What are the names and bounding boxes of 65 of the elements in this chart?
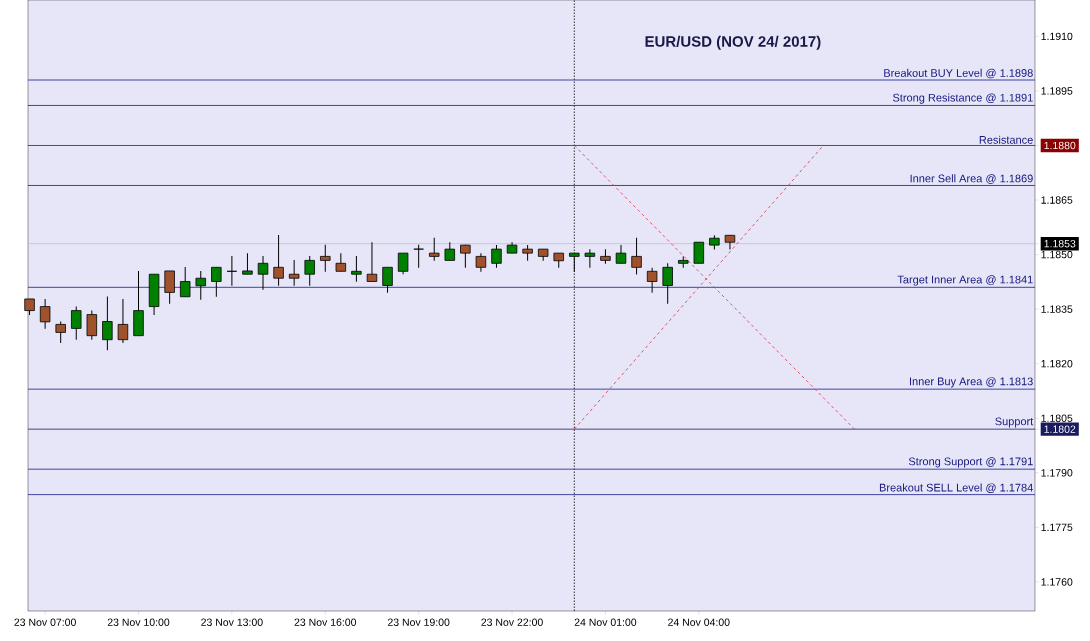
candlestick bbox=[662, 262, 673, 305]
candlestick bbox=[631, 237, 642, 276]
y-tick-label: 1.1802 bbox=[1044, 425, 1076, 433]
candlestick bbox=[584, 248, 596, 269]
ref-line-label: Strong Resistance @ 1.1891 bbox=[892, 93, 1033, 104]
candlestick bbox=[226, 255, 238, 287]
candlestick bbox=[179, 266, 191, 298]
candlestick bbox=[164, 270, 175, 305]
y-tick-label: 1.1895 bbox=[1041, 87, 1073, 95]
candlestick bbox=[71, 306, 82, 341]
ref-line-label: Target Inner Area @ 1.1841 bbox=[897, 275, 1033, 286]
candlestick bbox=[211, 266, 222, 298]
candlestick bbox=[39, 298, 51, 330]
candlestick bbox=[366, 241, 378, 282]
y-tick-label: 1.1853 bbox=[1044, 239, 1076, 248]
ref-line-label: Breakout BUY Level @ 1.1898 bbox=[884, 68, 1033, 79]
candlestick bbox=[195, 270, 206, 301]
y-tick-label: 1.1790 bbox=[1041, 469, 1073, 477]
candlestick bbox=[86, 310, 98, 341]
ref-line-label: Resistance bbox=[979, 135, 1033, 144]
candlestick bbox=[429, 237, 440, 262]
y-tick-label: 1.1775 bbox=[1041, 523, 1073, 532]
x-tick-label: 23 Nov 19:00 bbox=[387, 618, 450, 626]
candlestick bbox=[55, 321, 66, 344]
candlestick bbox=[335, 252, 347, 272]
ref-line-label: Strong Support @ 1.1791 bbox=[908, 457, 1033, 468]
candlestick bbox=[413, 244, 424, 269]
ref-line-label: Inner Buy Area @ 1.1813 bbox=[910, 377, 1033, 388]
candlestick bbox=[460, 244, 471, 269]
candlestick bbox=[288, 259, 300, 287]
y-tick-label: 1.1910 bbox=[1041, 32, 1073, 41]
y-tick-label: 1.1835 bbox=[1041, 305, 1073, 313]
ref-line-label: Breakout SELL Level @ 1.1784 bbox=[879, 483, 1033, 493]
y-tick-label: 1.1880 bbox=[1044, 141, 1076, 150]
candlestick bbox=[397, 252, 409, 275]
y-tick-label: 1.1865 bbox=[1041, 196, 1073, 204]
candlestick bbox=[102, 295, 113, 351]
candlestick bbox=[117, 298, 129, 344]
y-tick-label: 1.1820 bbox=[1041, 359, 1073, 368]
ref-line-label: Support bbox=[995, 417, 1034, 428]
candlestick bbox=[382, 266, 393, 294]
candlestick bbox=[491, 244, 502, 269]
candlestick bbox=[257, 255, 269, 291]
candlestick bbox=[351, 255, 362, 283]
candlestick bbox=[304, 255, 315, 287]
candlestick bbox=[444, 241, 456, 261]
y-tick-label: 1.1850 bbox=[1041, 250, 1073, 259]
x-tick-label: 23 Nov 13:00 bbox=[201, 618, 263, 626]
text: EUR/USD (NOV 24/ 2017) bbox=[645, 35, 821, 50]
x-tick-label: 24 Nov 01:00 bbox=[574, 618, 637, 626]
candlestick bbox=[242, 252, 253, 275]
candlestick bbox=[693, 241, 705, 264]
y-tick-label: 1.1760 bbox=[1041, 578, 1073, 586]
y-tick-label: 1.1805 bbox=[1041, 414, 1073, 422]
x-tick-label: 24 Nov 04:00 bbox=[668, 618, 730, 626]
candlestick bbox=[646, 267, 658, 294]
candlestick bbox=[475, 252, 487, 273]
x-tick-label: 23 Nov 10:00 bbox=[107, 618, 170, 626]
ref-line-label: Inner Sell Area @ 1.1869 bbox=[910, 174, 1033, 184]
candlestick bbox=[273, 234, 284, 287]
candlestick bbox=[615, 244, 627, 264]
candlestick bbox=[320, 244, 331, 273]
x-tick-label: 23 Nov 16:00 bbox=[294, 618, 357, 626]
x-tick-label: 23 Nov 22:00 bbox=[481, 618, 543, 626]
x-tick-label: 23 Nov 07:00 bbox=[14, 618, 76, 626]
